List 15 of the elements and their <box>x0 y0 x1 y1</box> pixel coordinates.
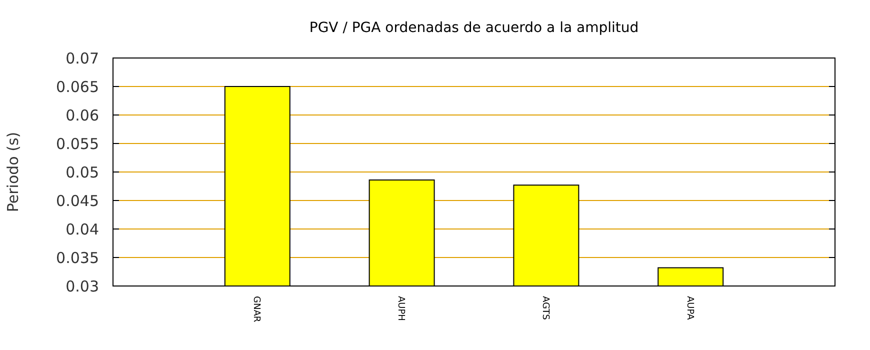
y-tick-label: 0.03 <box>66 277 99 296</box>
y-tick-label: 0.07 <box>66 49 99 68</box>
y-axis-title: Periodo (s) <box>4 132 22 212</box>
y-tick-label: 0.05 <box>66 163 99 182</box>
x-tick-label: GNAR <box>251 296 262 322</box>
y-tick-label: 0.055 <box>56 134 99 153</box>
x-tick-label: AUPA <box>684 296 694 321</box>
x-tick-label: AUPH <box>396 296 406 321</box>
y-tick-label: 0.035 <box>56 248 99 267</box>
y-tick-label: 0.04 <box>66 220 99 238</box>
y-tick-label: 0.065 <box>56 78 99 96</box>
y-tick-label: 0.045 <box>56 192 99 210</box>
chart-title: PGV / PGA ordenadas de acuerdo a la amplitud <box>309 20 639 36</box>
x-tick-label: AGTS <box>540 296 550 320</box>
y-tick-label: 0.06 <box>66 106 99 124</box>
